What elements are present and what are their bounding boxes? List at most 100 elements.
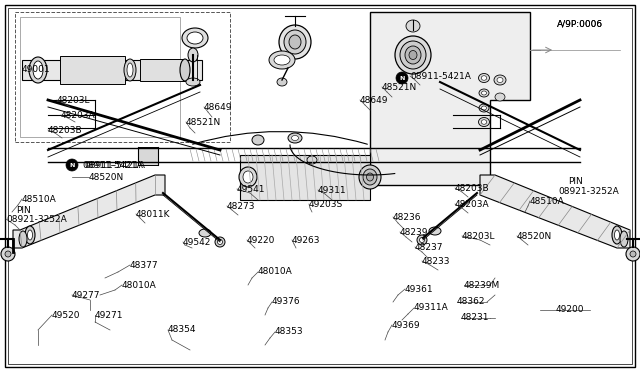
Text: 48237: 48237 xyxy=(415,243,444,251)
Ellipse shape xyxy=(215,237,225,247)
Ellipse shape xyxy=(481,120,487,124)
Ellipse shape xyxy=(274,55,290,65)
Polygon shape xyxy=(370,12,530,185)
Text: 49277: 49277 xyxy=(72,291,100,299)
Ellipse shape xyxy=(307,156,317,164)
Circle shape xyxy=(66,159,78,171)
Text: 48520N: 48520N xyxy=(89,173,124,182)
Text: 48231: 48231 xyxy=(461,314,490,323)
Text: 48377: 48377 xyxy=(130,260,159,269)
Ellipse shape xyxy=(481,91,486,95)
Text: 48521N: 48521N xyxy=(382,83,417,92)
Ellipse shape xyxy=(199,229,211,237)
Text: 48010A: 48010A xyxy=(122,280,157,289)
Bar xyxy=(60,56,125,84)
Ellipse shape xyxy=(479,89,489,97)
Text: 08911-5421A: 08911-5421A xyxy=(84,160,145,170)
Ellipse shape xyxy=(614,230,620,240)
Ellipse shape xyxy=(405,46,421,64)
Circle shape xyxy=(1,247,15,261)
Ellipse shape xyxy=(409,51,417,60)
Text: 48273: 48273 xyxy=(227,202,255,211)
Ellipse shape xyxy=(289,35,301,49)
Circle shape xyxy=(626,247,640,261)
Text: 48353: 48353 xyxy=(275,327,303,337)
Text: 49311A: 49311A xyxy=(414,304,449,312)
Ellipse shape xyxy=(29,57,47,83)
Text: 49541: 49541 xyxy=(237,185,266,193)
Ellipse shape xyxy=(288,133,302,143)
Text: 48233: 48233 xyxy=(422,257,451,266)
Ellipse shape xyxy=(91,59,99,81)
Text: 48010A: 48010A xyxy=(258,267,292,276)
Text: 48354: 48354 xyxy=(168,326,196,334)
Text: 48239M: 48239M xyxy=(464,280,500,289)
Ellipse shape xyxy=(495,93,505,101)
Ellipse shape xyxy=(367,173,374,181)
Ellipse shape xyxy=(33,61,43,79)
Text: N: N xyxy=(399,76,404,80)
Ellipse shape xyxy=(429,227,441,235)
Bar xyxy=(20,17,180,137)
Text: 48236: 48236 xyxy=(393,212,422,221)
Text: 48011K: 48011K xyxy=(136,209,170,218)
Ellipse shape xyxy=(395,36,431,74)
Text: 49220: 49220 xyxy=(247,235,275,244)
Bar xyxy=(140,59,185,81)
Ellipse shape xyxy=(481,106,486,110)
Text: 48520N: 48520N xyxy=(517,231,552,241)
Text: 48203L: 48203L xyxy=(462,231,495,241)
Text: 48203L: 48203L xyxy=(57,96,90,105)
Text: N: N xyxy=(69,163,75,167)
Text: 48203B: 48203B xyxy=(48,125,83,135)
Bar xyxy=(22,60,202,80)
Text: 08911-5421A: 08911-5421A xyxy=(82,160,143,170)
Text: 48510A: 48510A xyxy=(530,196,564,205)
Text: 49376: 49376 xyxy=(272,298,301,307)
Ellipse shape xyxy=(359,165,381,189)
Ellipse shape xyxy=(417,235,427,245)
Text: 48521N: 48521N xyxy=(186,118,221,126)
Text: 49369: 49369 xyxy=(392,321,420,330)
Text: PIN: PIN xyxy=(568,176,583,186)
Circle shape xyxy=(5,251,11,257)
Ellipse shape xyxy=(479,74,490,83)
Text: 08911-5421A: 08911-5421A xyxy=(410,71,471,80)
Text: 08921-3252A: 08921-3252A xyxy=(558,186,619,196)
Text: 49200: 49200 xyxy=(556,305,584,314)
Ellipse shape xyxy=(612,226,622,244)
Ellipse shape xyxy=(28,230,33,240)
Text: 48510A: 48510A xyxy=(22,195,57,203)
Ellipse shape xyxy=(127,63,133,77)
Text: 49311: 49311 xyxy=(318,186,347,195)
Ellipse shape xyxy=(188,48,198,62)
Text: A/9P:0006: A/9P:0006 xyxy=(557,19,603,29)
Ellipse shape xyxy=(239,167,257,187)
Ellipse shape xyxy=(186,78,200,86)
Text: 49520: 49520 xyxy=(52,311,81,320)
Ellipse shape xyxy=(400,41,426,69)
Text: 49263: 49263 xyxy=(292,235,321,244)
Ellipse shape xyxy=(243,171,253,183)
Text: 49361: 49361 xyxy=(405,285,434,294)
Text: 48203A: 48203A xyxy=(61,110,95,119)
Text: 48239: 48239 xyxy=(400,228,429,237)
Text: 49542: 49542 xyxy=(183,237,211,247)
Bar xyxy=(15,12,230,142)
Polygon shape xyxy=(240,155,370,200)
Ellipse shape xyxy=(218,240,223,244)
Ellipse shape xyxy=(187,32,203,44)
Ellipse shape xyxy=(494,75,506,85)
Ellipse shape xyxy=(180,59,190,81)
Ellipse shape xyxy=(479,104,489,112)
Ellipse shape xyxy=(406,20,420,32)
Ellipse shape xyxy=(279,25,311,59)
Ellipse shape xyxy=(93,63,97,77)
Circle shape xyxy=(630,251,636,257)
Text: 48649: 48649 xyxy=(204,103,232,112)
Text: 49203S: 49203S xyxy=(309,199,343,208)
Text: 48203A: 48203A xyxy=(455,199,490,208)
Ellipse shape xyxy=(252,135,264,145)
Ellipse shape xyxy=(284,30,306,54)
Ellipse shape xyxy=(124,59,136,81)
